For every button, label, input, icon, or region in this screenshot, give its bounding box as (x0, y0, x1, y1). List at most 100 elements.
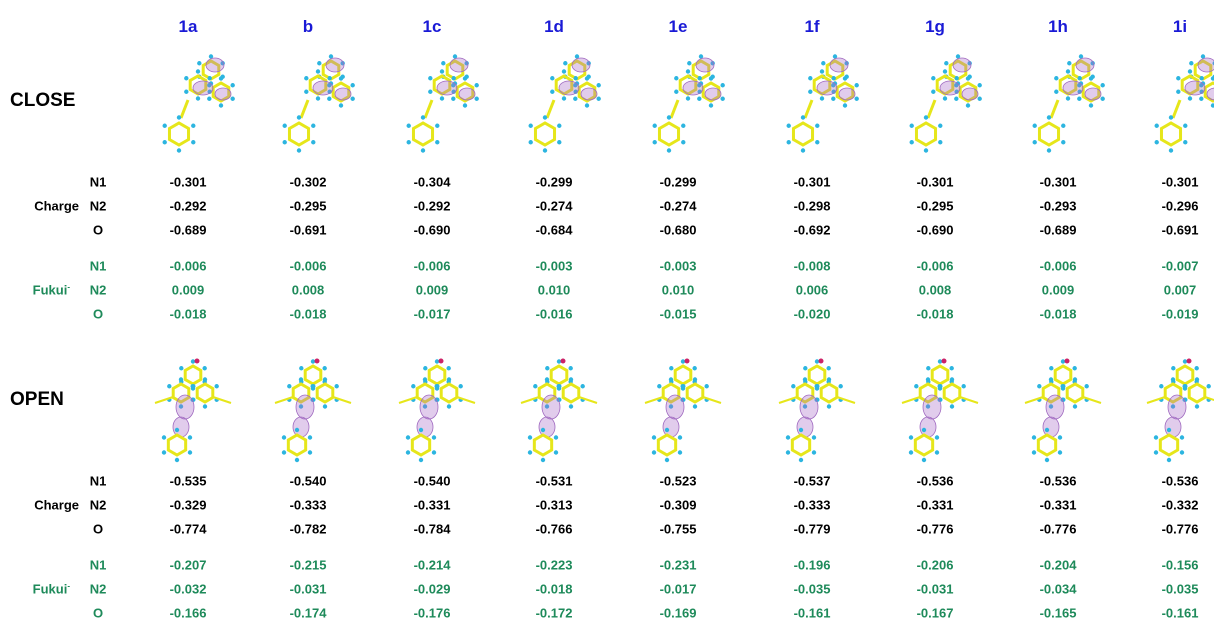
molecule-part (1100, 83, 1104, 87)
table-value: 0.008 (919, 283, 952, 298)
molecule-part (1167, 458, 1171, 462)
molecule-part (820, 96, 824, 100)
molecule-part (1171, 377, 1175, 381)
molecule-part (162, 450, 166, 454)
table-value: -0.019 (1162, 307, 1199, 322)
molecule-part (819, 359, 824, 364)
molecule-part (568, 366, 572, 370)
molecule-part (327, 97, 331, 101)
molecule-part (1077, 76, 1081, 80)
molecule-part (799, 458, 803, 462)
molecule-part (557, 124, 561, 128)
molecule-part (709, 76, 713, 80)
molecule-part (652, 450, 656, 454)
molecule-part (923, 395, 941, 419)
molecule-part (1100, 97, 1104, 101)
group-label: Charge (34, 199, 79, 214)
molecule-part (787, 124, 791, 128)
molecule-part (801, 115, 805, 119)
table-value: -0.690 (917, 223, 954, 238)
table-value: -0.689 (170, 223, 207, 238)
table-value: -0.015 (660, 307, 697, 322)
molecule-part (419, 458, 423, 462)
molecule-part (683, 81, 703, 95)
molecule-part (685, 359, 690, 364)
table-value: -0.301 (794, 175, 831, 190)
molecule-part (920, 417, 936, 437)
molecule-part (687, 61, 691, 65)
molecule-part (316, 96, 320, 100)
molecule-part (821, 61, 825, 65)
molecule-part (931, 76, 935, 80)
molecule-part (787, 140, 791, 144)
column-header: 1i (1173, 17, 1187, 37)
molecule-part (831, 76, 835, 80)
molecule-part (1046, 395, 1064, 419)
molecule-part (412, 435, 429, 455)
molecule-part (1054, 90, 1058, 94)
molecule-part (657, 384, 661, 388)
molecule-part (814, 384, 818, 388)
molecule-part (529, 140, 533, 144)
table-value: -0.691 (1162, 223, 1199, 238)
molecule-part (910, 140, 914, 144)
molecule-part (1045, 458, 1049, 462)
section-title: CLOSE (10, 90, 75, 112)
group-label: Charge (34, 498, 79, 513)
molecule-part (926, 377, 930, 381)
molecule-part (805, 100, 812, 118)
molecule-part (843, 76, 847, 80)
table-value: -0.531 (536, 474, 573, 489)
molecule-part (423, 377, 427, 381)
molecule-part (924, 115, 928, 119)
molecule-part (550, 90, 554, 94)
table-value: -0.331 (414, 498, 451, 513)
molecule-part (1066, 96, 1070, 100)
molecule-part (674, 90, 678, 94)
molecule-part (1199, 97, 1203, 101)
molecule-part (407, 140, 411, 144)
molecule-part (596, 83, 600, 87)
molecule-part (922, 458, 926, 462)
molecule-part (1188, 96, 1192, 100)
molecule-part (977, 83, 981, 87)
molecule-part (1155, 140, 1159, 144)
molecule-part (1076, 58, 1094, 72)
molecule-part (305, 366, 321, 384)
molecule-part (417, 417, 433, 437)
molecule-part (339, 76, 343, 80)
molecule-part (446, 366, 450, 370)
molecule-part (585, 76, 589, 80)
molecule-part (916, 123, 935, 145)
molecule-part (839, 88, 855, 100)
molecule-part (817, 81, 837, 95)
molecule-part (961, 384, 965, 388)
molecule-part (323, 404, 327, 408)
molecule-part (1039, 123, 1058, 145)
molecule-part (315, 359, 320, 364)
table-value: 0.009 (1042, 283, 1075, 298)
molecule-part (942, 359, 947, 364)
molecule-part (1189, 61, 1193, 65)
molecule-part (451, 76, 455, 80)
table-value: -0.774 (170, 522, 207, 537)
molecule-part (1195, 377, 1199, 381)
table-value: -0.301 (1040, 175, 1077, 190)
molecule-part (339, 103, 343, 107)
molecule-part (669, 366, 673, 370)
table-value: -0.295 (917, 199, 954, 214)
table-value: -0.293 (1040, 199, 1077, 214)
table-value: -0.204 (1040, 558, 1077, 573)
molecule-part (458, 384, 462, 388)
column-header: 1d (544, 17, 564, 37)
molecule-part (326, 58, 344, 72)
table-value: -0.301 (917, 175, 954, 190)
molecule-part (311, 124, 315, 128)
molecule-part (162, 435, 166, 439)
molecule-part (653, 140, 657, 144)
molecule-part (962, 88, 978, 100)
molecule-part (289, 123, 308, 145)
molecule-part (671, 100, 678, 118)
molecule-part (451, 97, 455, 101)
molecule-part (935, 450, 939, 454)
